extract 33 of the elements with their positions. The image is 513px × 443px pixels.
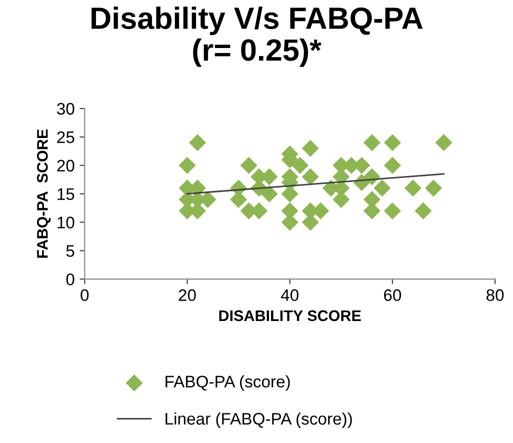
x-tick-label: 60 xyxy=(384,289,402,302)
y-tick-label: 0 xyxy=(66,273,74,286)
y-tick-label: 30 xyxy=(57,102,74,115)
point xyxy=(435,134,452,152)
point xyxy=(292,156,309,174)
legend-label: Linear (FABQ-PA (score)) xyxy=(166,412,352,428)
x-tick-label: 20 xyxy=(178,289,196,302)
x-axis-title: DISABILITY SCORE xyxy=(219,310,361,322)
point xyxy=(404,180,422,197)
y-tick-label: 5 xyxy=(66,245,74,257)
point xyxy=(302,168,319,186)
point xyxy=(178,156,196,174)
point xyxy=(424,180,442,197)
point xyxy=(240,156,258,174)
x-tick-label: 40 xyxy=(280,289,298,302)
point xyxy=(302,140,319,157)
y-tick-label: 10 xyxy=(58,216,74,228)
point xyxy=(384,156,401,174)
y-tick-label: 25 xyxy=(57,131,74,144)
point xyxy=(260,185,278,202)
point xyxy=(363,134,380,152)
point xyxy=(414,202,432,220)
y-axis-title: FABQ-PA SCORE xyxy=(36,129,51,258)
y-tick-label: 20 xyxy=(57,160,74,172)
point xyxy=(189,134,206,152)
point xyxy=(374,180,391,197)
point xyxy=(384,202,401,220)
x-tick-label: 0 xyxy=(80,289,89,302)
point xyxy=(384,134,401,152)
chart-title: Disability V/s FABQ-PA (r= 0.25)* xyxy=(92,6,423,67)
x-tick-label: 80 xyxy=(486,289,504,302)
y-tick-label: 15 xyxy=(58,188,74,200)
legend-label: FABQ-PA (score) xyxy=(166,375,290,391)
